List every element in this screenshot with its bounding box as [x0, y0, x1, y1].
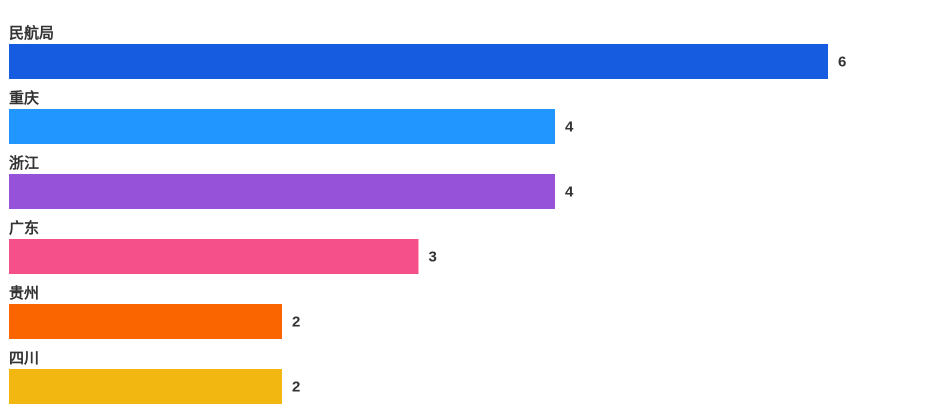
value-label: 3 — [429, 248, 437, 265]
bar — [9, 239, 419, 274]
category-label: 四川 — [9, 350, 39, 367]
value-label: 6 — [838, 53, 846, 70]
bar — [9, 304, 282, 339]
category-label: 民航局 — [9, 24, 54, 42]
value-label: 2 — [292, 378, 300, 395]
bar — [9, 174, 555, 209]
category-label: 贵州 — [9, 284, 39, 302]
value-label: 4 — [565, 118, 574, 135]
value-label: 4 — [565, 183, 574, 200]
value-label: 2 — [292, 313, 300, 330]
bar — [9, 109, 555, 144]
category-label: 浙江 — [9, 154, 39, 172]
category-label: 重庆 — [9, 89, 39, 107]
category-label: 广东 — [9, 219, 39, 237]
bar — [9, 44, 828, 79]
bar — [9, 369, 282, 404]
